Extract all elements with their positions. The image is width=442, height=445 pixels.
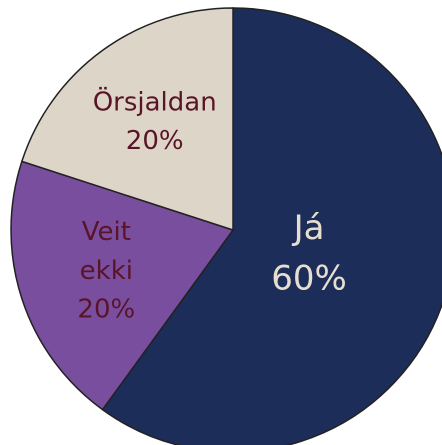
slice-label: Já [292, 208, 325, 248]
slice-label: Örsjaldan [93, 85, 217, 117]
pie-slice [20, 7, 234, 232]
slice-label: Veit ekki [80, 217, 133, 286]
pie-slice [101, 7, 442, 445]
value-label: 20% [126, 126, 184, 156]
value-label: 60% [271, 259, 347, 299]
slice-label-line: Veit [82, 217, 131, 247]
slice-label-line: Örsjaldan [93, 85, 217, 117]
pie-slice [10, 160, 235, 411]
slice-label-line: Já [292, 208, 325, 248]
value-label: 20% [77, 295, 135, 325]
slice-label-line: ekki [80, 256, 133, 286]
